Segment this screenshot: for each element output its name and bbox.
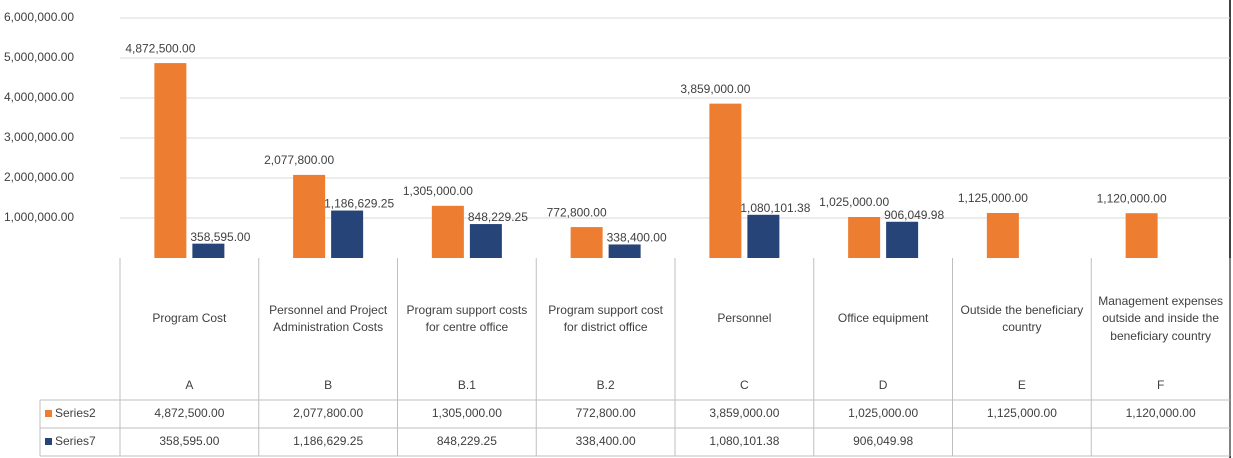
data-label: 772,800.00 [547,205,607,219]
category-description-box: Program Cost [152,311,227,326]
category-description: Personnel [717,311,772,326]
bar [709,103,742,258]
table-value: 848,229.25 [437,434,497,448]
table-value: 338,400.00 [576,434,636,448]
bar [1125,213,1158,258]
category-description: Management expenses outside and inside t… [1098,293,1223,343]
data-label: 1,305,000.00 [403,184,473,198]
data-label: 2,077,800.00 [264,153,334,167]
category-description-box: Program support cost for district office [548,302,663,334]
x-tick-label: C [740,378,749,392]
bar [154,63,187,258]
y-tick-label: 2,000,000.00 [4,170,74,184]
table-value: 906,049.98 [853,434,913,448]
bar [431,205,464,258]
table-value: 358,595.00 [159,434,219,448]
data-label: 4,872,500.00 [125,41,195,55]
category-description-box: Office equipment [837,311,929,326]
category-description: Outside the beneficiary country [960,302,1084,334]
legend-label: Series7 [55,434,96,448]
data-label: 906,049.98 [884,208,944,222]
table-value: 1,080,101.38 [709,434,779,448]
x-tick-label: F [1157,378,1164,392]
bar [331,210,364,258]
data-label: 848,229.25 [468,210,528,224]
table-value: 1,305,000.00 [432,406,502,420]
x-tick-label: B.2 [597,378,615,392]
category-description: Program support costs for centre office [406,302,528,334]
category-description-box: Outside the beneficiary country [960,302,1084,334]
category-description-box: Personnel and Project Administration Cos… [269,302,388,334]
category-description: Program Cost [152,311,227,326]
category-description-box: Program support costs for centre office [406,302,528,334]
x-tick-label: A [185,378,193,392]
bar [986,213,1019,258]
y-tick-label: 5,000,000.00 [4,50,74,64]
data-label: 1,186,629.25 [324,197,394,211]
bar [192,243,225,258]
legend-key [45,410,52,417]
legend-key [45,438,52,445]
category-description: Program support cost for district office [548,302,663,334]
table-value: 1,025,000.00 [848,406,918,420]
bar [570,227,603,258]
table-value: 1,120,000.00 [1126,406,1196,420]
category-description: Personnel and Project Administration Cos… [269,302,388,334]
table-value: 3,859,000.00 [709,406,779,420]
x-tick-label: E [1018,378,1026,392]
data-label: 358,595.00 [190,230,250,244]
bar [848,217,881,258]
table-value: 1,186,629.25 [293,434,363,448]
bar [886,221,919,258]
data-label: 1,025,000.00 [819,195,889,209]
x-tick-label: D [879,378,888,392]
y-tick-label: 4,000,000.00 [4,90,74,104]
bar [747,214,780,258]
bar [608,244,641,258]
category-description-box: Personnel [717,311,772,326]
data-label: 1,125,000.00 [958,191,1028,205]
x-tick-label: B.1 [458,378,476,392]
table-value: 772,800.00 [576,406,636,420]
table-value: 1,125,000.00 [987,406,1057,420]
table-value: 4,872,500.00 [154,406,224,420]
y-tick-label: 6,000,000.00 [4,10,74,24]
bar [293,174,326,258]
y-tick-label: 3,000,000.00 [4,130,74,144]
y-tick-label: 1,000,000.00 [4,210,74,224]
category-description: Office equipment [837,311,929,326]
category-description-box: Management expenses outside and inside t… [1098,293,1223,343]
data-label: 1,080,101.38 [740,201,810,215]
bar [469,224,502,258]
data-label: 338,400.00 [607,231,667,245]
x-tick-label: B [324,378,332,392]
legend-label: Series2 [55,406,96,420]
data-label: 1,120,000.00 [1097,191,1167,205]
table-value: 2,077,800.00 [293,406,363,420]
data-label: 3,859,000.00 [680,82,750,96]
